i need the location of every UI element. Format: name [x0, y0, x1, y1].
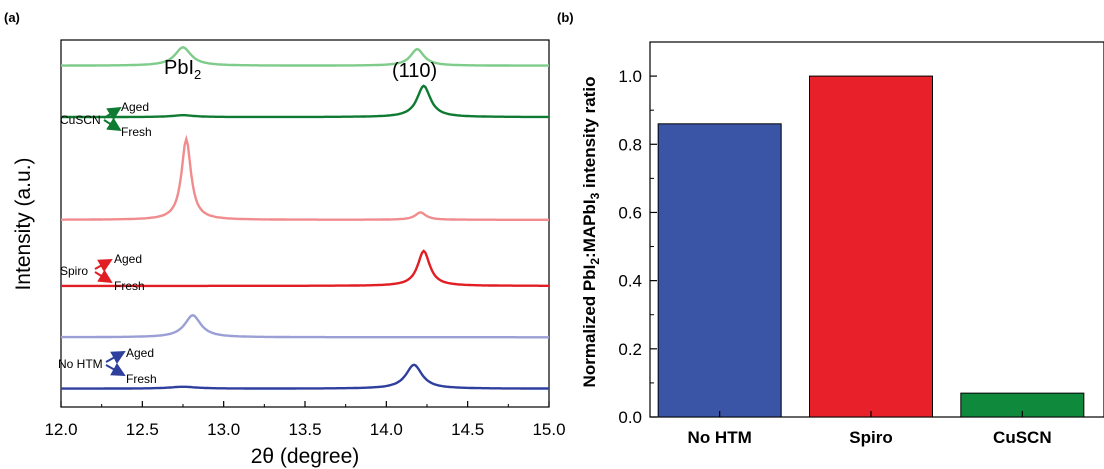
- legend-spiro-aged-arrow: [95, 260, 111, 269]
- x-tick-label: 14.5: [451, 420, 484, 439]
- plot-b-y-ticks: 0.0 0.2 0.4 0.6 0.8 1.0: [618, 42, 657, 427]
- legend-no-htm-aged: Aged: [126, 346, 154, 360]
- xrd-curve-4: [61, 315, 549, 337]
- y-tick-label: 0.6: [618, 203, 642, 222]
- x-tick-label: 15.0: [532, 420, 565, 439]
- x-tick-label: 12.5: [126, 420, 159, 439]
- x-category-label: No HTM: [688, 428, 752, 447]
- legend-no-htm-fresh: Fresh: [126, 372, 157, 386]
- legend-no-htm: No HTM Aged Fresh: [58, 346, 157, 386]
- bar-no-htm: [658, 124, 781, 417]
- xrd-curve-0: [61, 47, 549, 65]
- y-tick-label: 0.8: [618, 135, 642, 154]
- plot-a-y-axis-title: Intensity (a.u.): [12, 157, 35, 290]
- legend-spiro-fresh-arrow: [95, 272, 111, 282]
- legend-spiro-fresh: Fresh: [114, 279, 145, 293]
- plot-a-x-axis-title: 2θ (degree): [251, 445, 360, 468]
- legend-spiro-name: Spiro: [60, 264, 88, 278]
- x-tick-label: 13.0: [207, 420, 240, 439]
- x-category-label: Spiro: [849, 428, 892, 447]
- y-tick-label: 1.0: [618, 67, 642, 86]
- plot-b-y-axis-title: Normalized PbI2:MAPbI3 intensity ratio: [580, 77, 602, 388]
- legend-cuscn-aged: Aged: [121, 100, 149, 114]
- plot-a-curves: [61, 47, 549, 388]
- x-category-label: CuSCN: [993, 428, 1052, 447]
- y-tick-label: 0.4: [618, 272, 642, 291]
- x-tick-label: 12.0: [44, 420, 77, 439]
- panel-a-label: (a): [4, 10, 20, 25]
- x-tick-label: 13.5: [288, 420, 321, 439]
- xrd-curve-2: [61, 139, 549, 220]
- legend-cuscn-name: CuSCN: [60, 113, 101, 127]
- legend-no-htm-fresh-arrow: [106, 365, 124, 375]
- legend-cuscn: CuSCN Aged Fresh: [60, 100, 152, 139]
- plane-110-annotation: (110): [392, 60, 437, 82]
- legend-cuscn-fresh-arrow: [104, 120, 120, 130]
- pbi2-annotation: PbI2: [164, 57, 201, 82]
- bar-spiro: [810, 76, 933, 417]
- panel-b-label: (b): [557, 10, 574, 25]
- x-tick-label: 14.0: [370, 420, 403, 439]
- legend-no-htm-aged-arrow: [106, 352, 124, 362]
- plot-b-bars: [658, 76, 1084, 417]
- legend-cuscn-fresh: Fresh: [121, 125, 152, 139]
- y-tick-label: 0.2: [618, 340, 642, 359]
- legend-no-htm-name: No HTM: [58, 357, 103, 371]
- y-tick-label: 0.0: [618, 408, 642, 427]
- legend-spiro-aged: Aged: [114, 252, 142, 266]
